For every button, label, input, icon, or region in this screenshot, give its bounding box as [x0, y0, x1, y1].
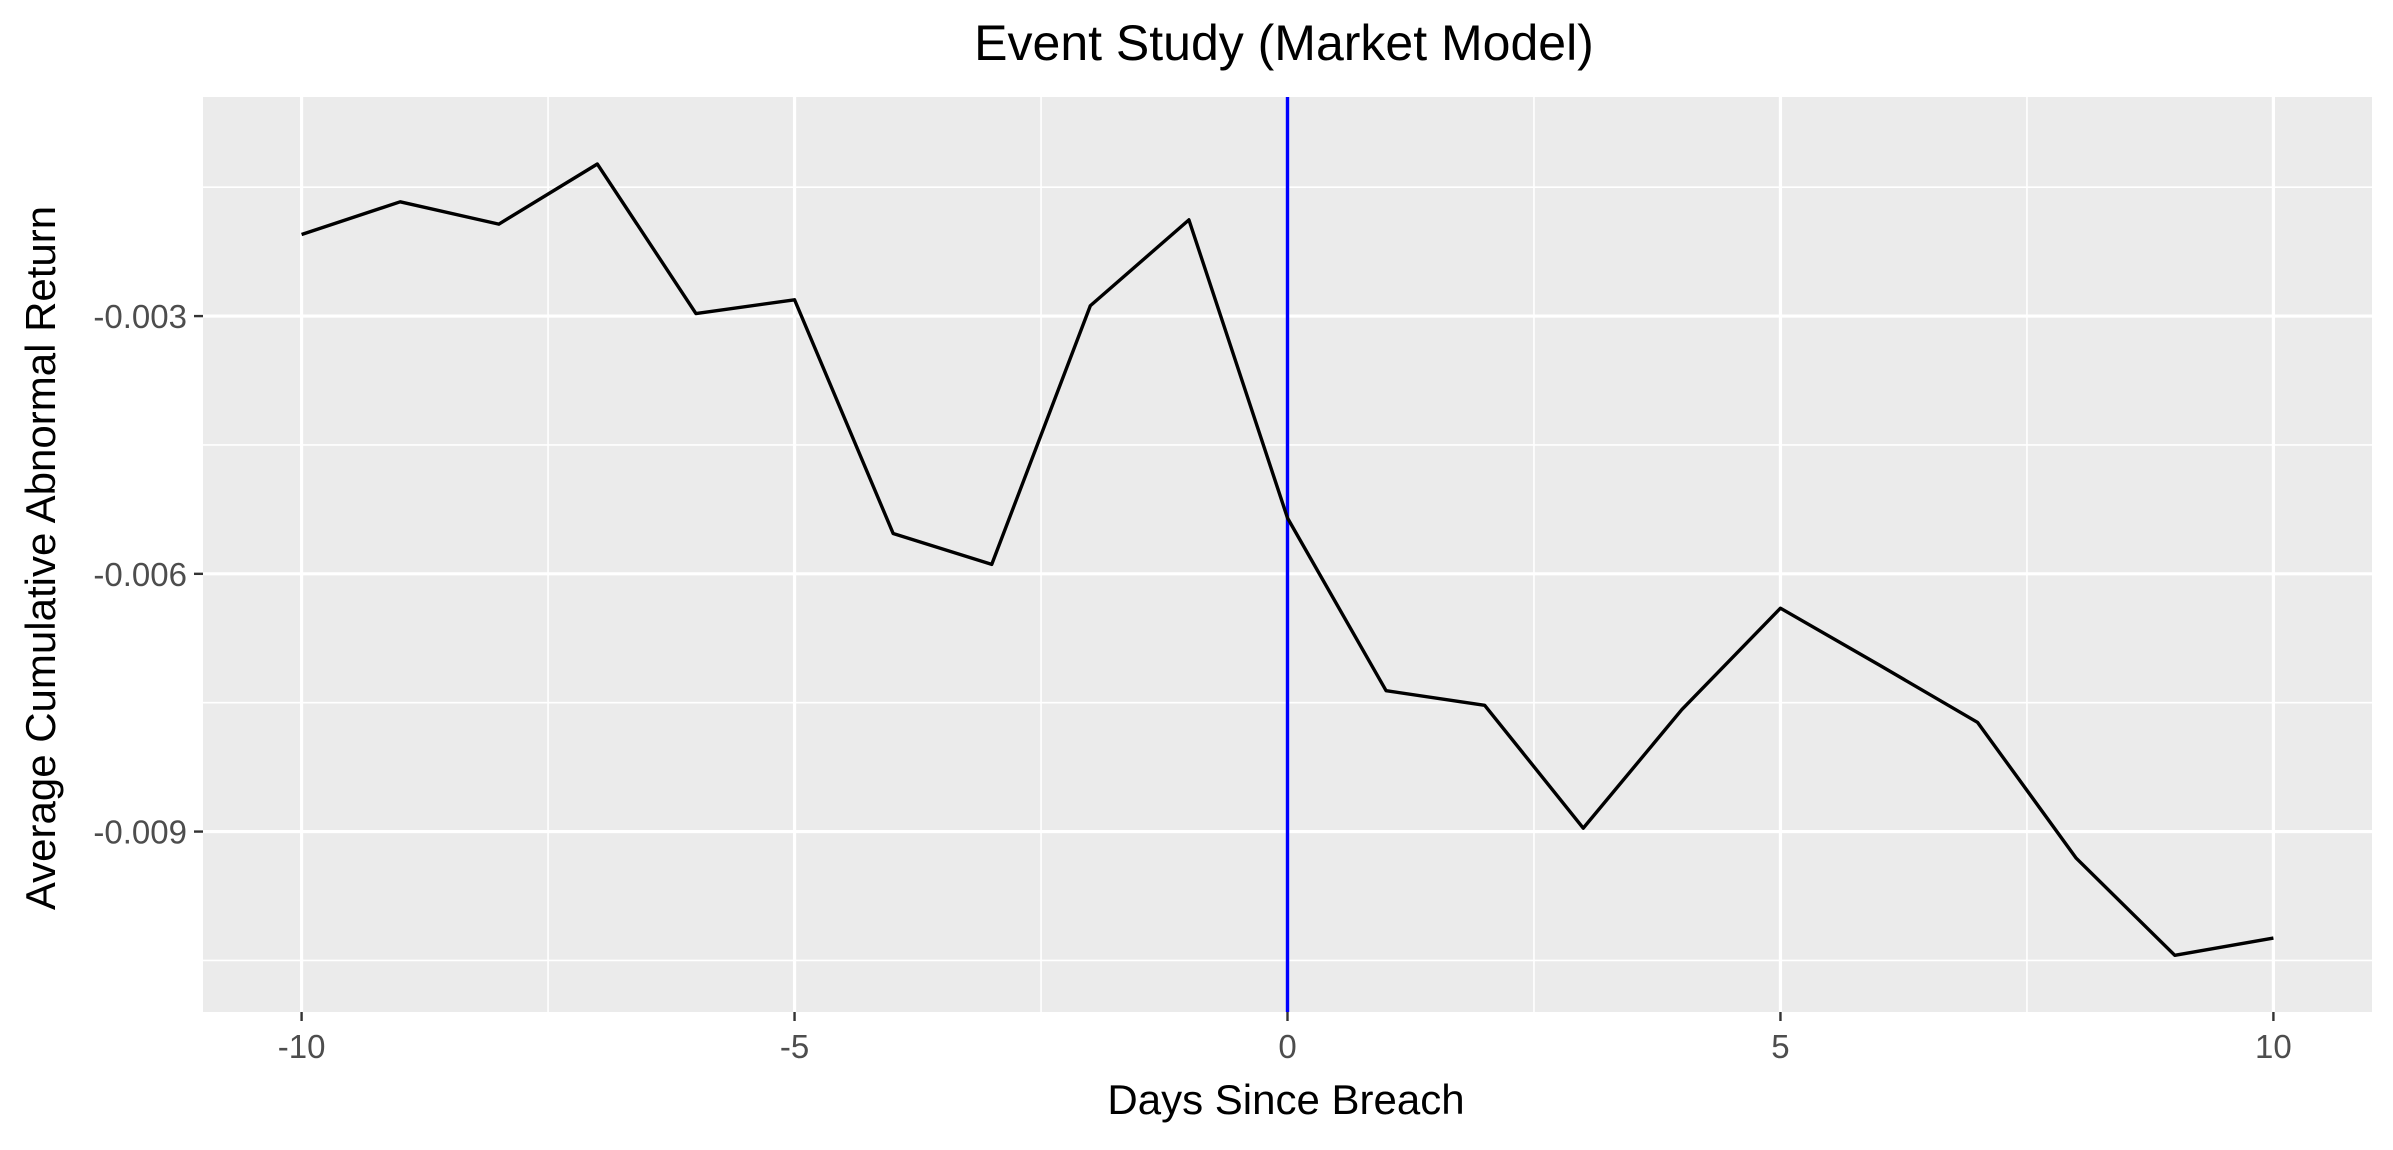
x-axis-title: Days Since Breach [1107, 1076, 1464, 1123]
y-tick-label: -0.006 [93, 556, 187, 593]
y-tick-label: -0.009 [93, 814, 187, 851]
x-tick-label: 5 [1771, 1028, 1789, 1065]
y-tick-label: -0.003 [93, 298, 187, 335]
x-tick-label: -5 [780, 1028, 809, 1065]
series-layer [301, 162, 2274, 957]
y-axis-title: Average Cumulative Abnormal Return [17, 206, 64, 910]
y-axis-ticks: -0.009 -0.006 -0.003 [93, 298, 203, 851]
x-axis-ticks: -10 -5 0 5 10 [278, 1012, 2292, 1065]
series-line-0 [301, 162, 2274, 957]
x-tick-label: -10 [278, 1028, 326, 1065]
x-tick-label: 10 [2255, 1028, 2292, 1065]
chart-title: Event Study (Market Model) [974, 15, 1594, 71]
x-tick-label: 0 [1278, 1028, 1296, 1065]
